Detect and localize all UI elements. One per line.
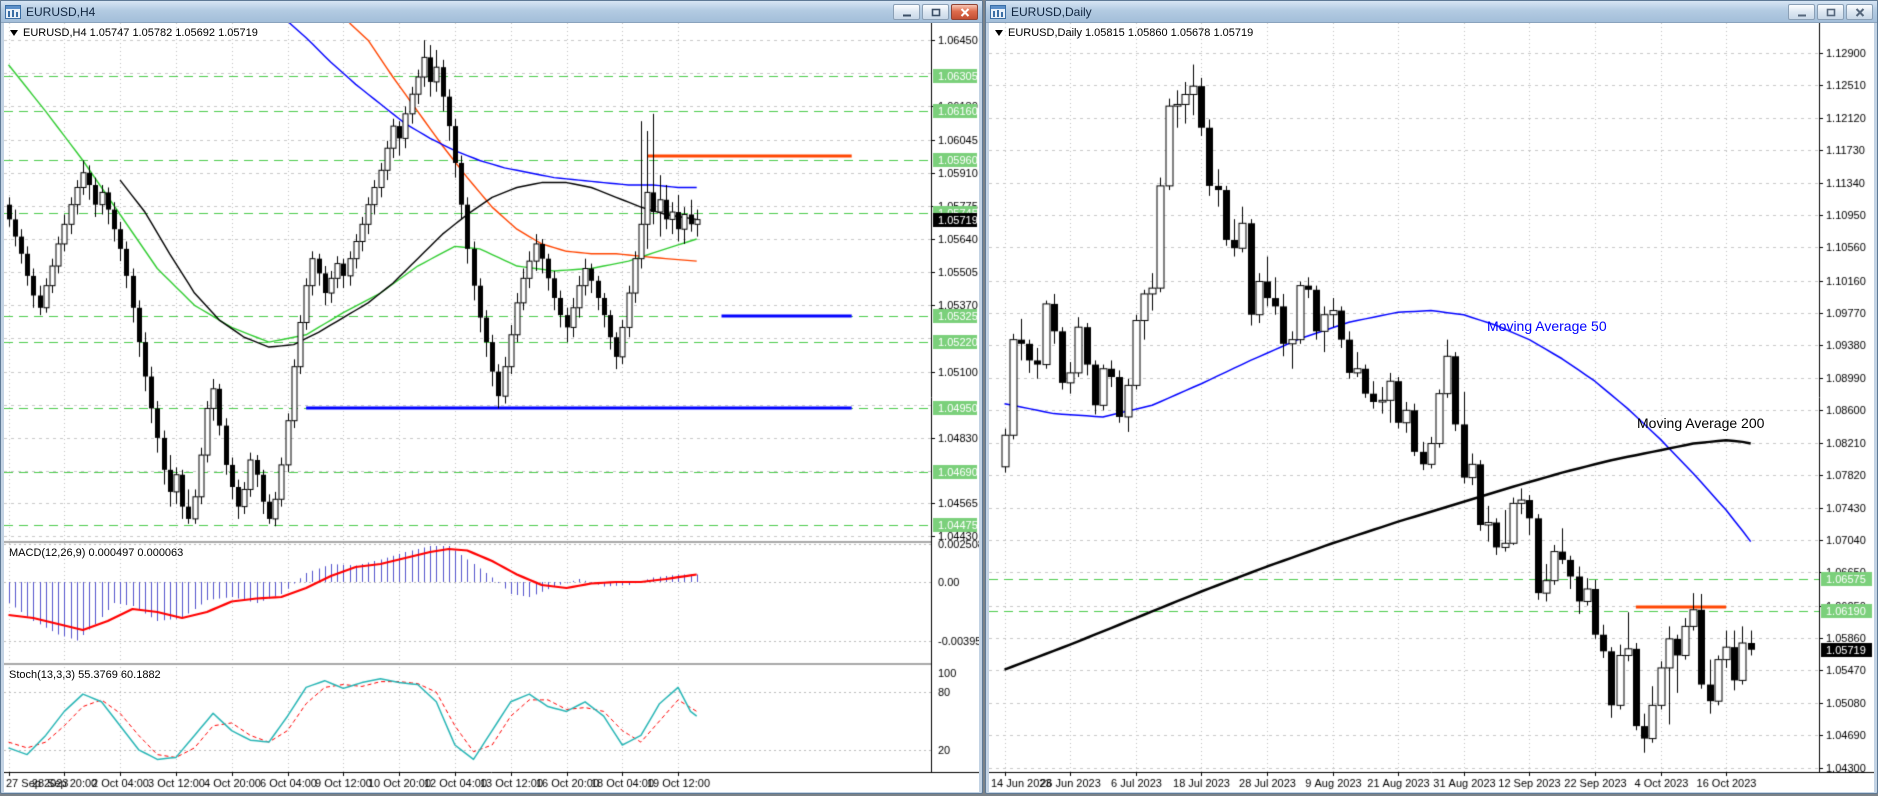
minimize-icon — [902, 14, 911, 16]
restore-icon — [931, 8, 940, 16]
chart-icon — [5, 4, 21, 19]
restore-icon — [1826, 8, 1835, 16]
ohlc-quote-text: EURUSD,Daily 1.05815 1.05860 1.05678 1.0… — [1008, 27, 1254, 39]
close-button[interactable] — [1846, 4, 1873, 20]
moving-average-50-label: Moving Average 50 — [1487, 318, 1607, 334]
close-icon — [960, 7, 969, 17]
chart-info-line-daily[interactable]: EURUSD,Daily 1.05815 1.05860 1.05678 1.0… — [995, 27, 1253, 39]
close-icon — [1855, 7, 1864, 17]
daily-chart-canvas[interactable] — [989, 23, 1874, 792]
minimize-icon — [1797, 14, 1806, 16]
moving-average-200-label: Moving Average 200 — [1637, 415, 1765, 431]
chart-body-daily: EURUSD,Daily 1.05815 1.05860 1.05678 1.0… — [989, 23, 1874, 792]
ohlc-quote-text: EURUSD,H4 1.05747 1.05782 1.05692 1.0571… — [23, 27, 258, 39]
window-eurusd-daily: EURUSD,Daily EURUSD,Daily 1.05815 1.0586… — [985, 0, 1878, 794]
chart-body-h4: EURUSD,H4 1.05747 1.05782 1.05692 1.0571… — [4, 23, 979, 792]
restore-button[interactable] — [1817, 4, 1844, 20]
restore-button[interactable] — [922, 4, 949, 20]
close-button[interactable] — [951, 4, 978, 20]
stoch-label: Stoch(13,3,3) 55.3769 60.1882 — [9, 669, 161, 681]
minimize-button[interactable] — [1788, 4, 1815, 20]
h4-chart-canvas[interactable] — [4, 23, 979, 792]
window-title: EURUSD,H4 — [26, 4, 96, 19]
chart-info-line-h4[interactable]: EURUSD,H4 1.05747 1.05782 1.05692 1.0571… — [10, 27, 258, 39]
symbol-dropdown-icon[interactable] — [10, 30, 18, 36]
minimize-button[interactable] — [893, 4, 920, 20]
window-eurusd-h4: EURUSD,H4 EURUSD,H4 1.05747 1.05782 1.05… — [0, 0, 983, 794]
symbol-dropdown-icon[interactable] — [995, 30, 1003, 36]
chart-icon — [990, 4, 1006, 19]
window-title: EURUSD,Daily — [1011, 4, 1092, 19]
macd-label: MACD(12,26,9) 0.000497 0.000063 — [9, 547, 184, 559]
titlebar-daily[interactable]: EURUSD,Daily — [986, 1, 1877, 23]
titlebar-h4[interactable]: EURUSD,H4 — [1, 1, 982, 23]
